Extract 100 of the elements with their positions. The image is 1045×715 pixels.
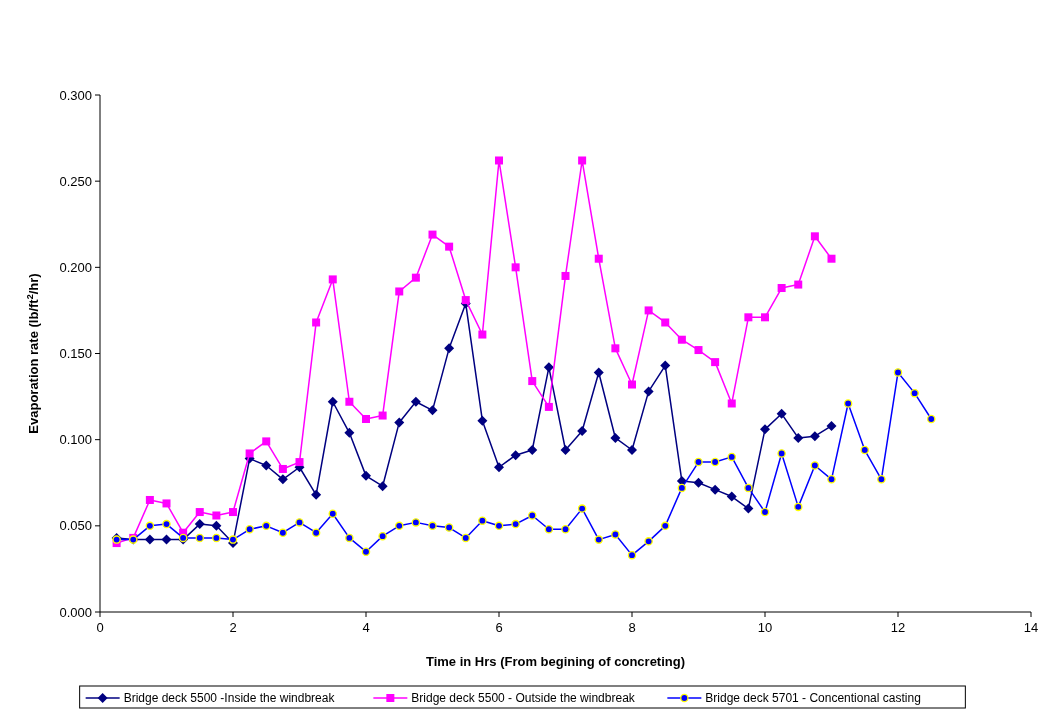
point xyxy=(428,521,437,531)
point xyxy=(378,531,387,541)
point xyxy=(477,415,488,426)
point xyxy=(444,523,454,532)
y-tick-label: 0.300 xyxy=(59,87,92,103)
point xyxy=(544,402,553,411)
point xyxy=(328,509,337,519)
x-tick-label: 8 xyxy=(628,620,636,635)
point xyxy=(860,445,869,455)
point xyxy=(560,445,571,456)
point xyxy=(577,504,587,513)
point xyxy=(162,499,171,508)
point xyxy=(561,271,570,280)
point xyxy=(744,483,753,493)
point xyxy=(378,411,387,420)
point xyxy=(262,437,271,446)
point xyxy=(644,306,653,315)
x-tick-label: 4 xyxy=(362,620,370,635)
x-tick-label: 0 xyxy=(96,620,104,635)
point xyxy=(510,450,521,461)
point xyxy=(543,362,554,373)
point xyxy=(577,426,588,437)
point xyxy=(727,452,736,462)
point xyxy=(229,508,237,517)
y-tick-label: 0.100 xyxy=(59,432,92,448)
point xyxy=(593,367,604,378)
point xyxy=(794,502,803,512)
point xyxy=(776,408,787,419)
point xyxy=(362,414,370,423)
point xyxy=(760,507,770,517)
point xyxy=(212,533,221,543)
y-tick-label: 0.150 xyxy=(59,346,92,362)
point xyxy=(511,519,520,529)
point xyxy=(377,481,388,492)
point xyxy=(245,449,254,458)
point xyxy=(345,533,354,543)
point xyxy=(277,474,288,485)
point xyxy=(395,521,404,531)
point xyxy=(611,530,620,539)
x-axis-title: Time in Hrs (From begining of concreting) xyxy=(425,654,686,669)
point xyxy=(544,525,554,534)
x-tick-label: 2 xyxy=(229,620,237,635)
point xyxy=(444,343,455,354)
point xyxy=(710,457,720,467)
point xyxy=(744,313,753,322)
point xyxy=(877,475,886,484)
point xyxy=(411,518,421,527)
point xyxy=(809,431,820,442)
point xyxy=(311,528,321,537)
point xyxy=(643,386,654,397)
x-tick-label: 14 xyxy=(1023,620,1039,635)
point xyxy=(694,346,703,355)
point xyxy=(461,533,470,543)
point xyxy=(527,445,538,456)
point xyxy=(478,516,487,525)
x-tick-label: 6 xyxy=(495,620,503,635)
point xyxy=(228,535,238,544)
point xyxy=(361,470,371,481)
point xyxy=(410,396,421,407)
point xyxy=(710,484,721,495)
point xyxy=(843,399,853,408)
point xyxy=(810,232,819,241)
point xyxy=(594,535,603,544)
point xyxy=(777,449,786,458)
point xyxy=(826,420,837,431)
point xyxy=(311,489,322,500)
point xyxy=(161,534,172,545)
point xyxy=(245,525,254,534)
point xyxy=(344,427,355,438)
point xyxy=(760,424,770,435)
point xyxy=(528,377,537,386)
point xyxy=(145,495,154,504)
point xyxy=(494,462,504,473)
point xyxy=(162,519,171,529)
point xyxy=(711,358,720,367)
y-tick-label: 0.050 xyxy=(59,518,92,534)
point xyxy=(893,368,903,377)
point xyxy=(361,547,371,556)
point xyxy=(278,528,288,537)
point xyxy=(345,397,354,406)
point xyxy=(144,534,155,545)
point xyxy=(661,318,670,327)
point xyxy=(494,521,504,531)
point xyxy=(610,432,621,443)
point xyxy=(827,475,836,484)
point xyxy=(495,156,503,165)
point xyxy=(295,518,304,527)
point xyxy=(262,521,271,531)
point xyxy=(611,344,620,353)
point xyxy=(327,396,338,407)
point xyxy=(212,511,221,520)
point xyxy=(644,537,653,546)
legend-label: Bridge deck 5500 -Inside the windbreak xyxy=(123,691,336,706)
point xyxy=(793,432,804,443)
point xyxy=(677,483,687,493)
legend-label: Bridge deck 5701 - Concentional casting xyxy=(705,691,921,706)
y-tick-label: 0.000 xyxy=(59,604,92,620)
point xyxy=(761,313,769,322)
point xyxy=(726,491,737,502)
point xyxy=(594,254,603,263)
